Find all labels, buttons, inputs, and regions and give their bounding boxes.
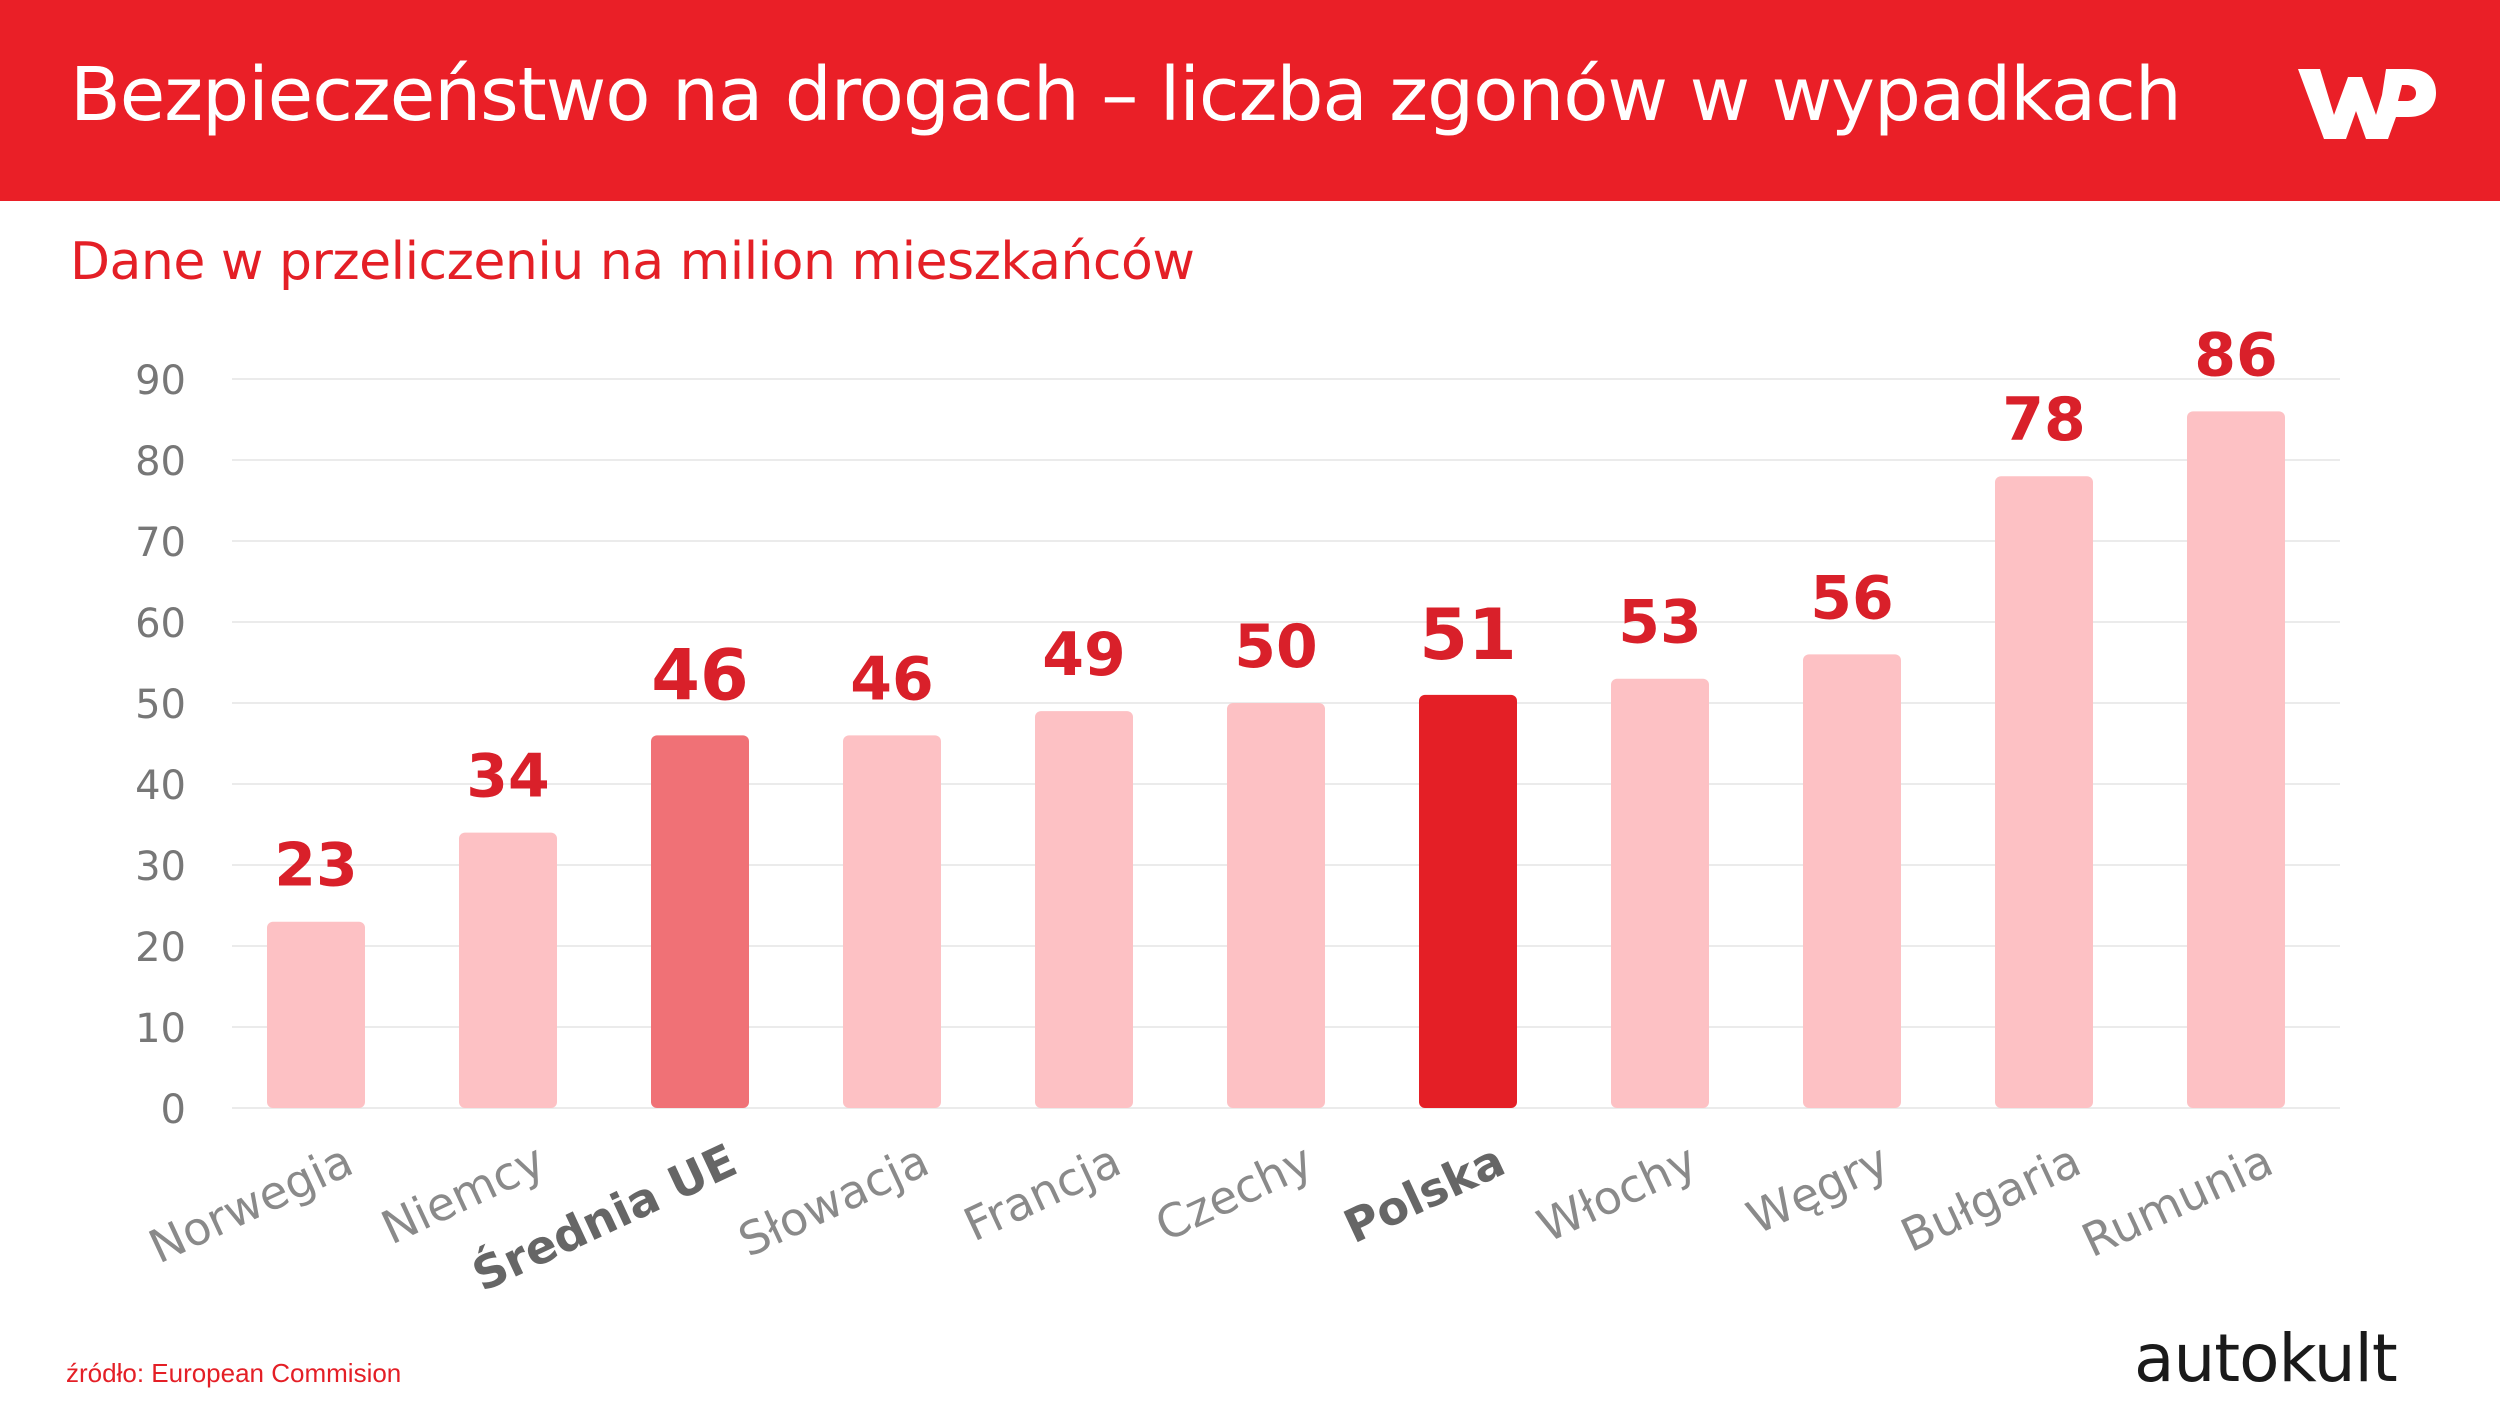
- value-label: 49: [1042, 620, 1126, 690]
- y-tick-label: 30: [135, 844, 186, 890]
- y-tick-label: 70: [135, 520, 186, 566]
- header-banner: Bezpieczeństwo na drogach – liczba zgonó…: [0, 0, 2500, 201]
- value-label: 50: [1234, 612, 1318, 682]
- value-label: 51: [1419, 594, 1516, 676]
- value-label: 56: [1810, 563, 1894, 633]
- y-tick-label: 20: [135, 925, 186, 971]
- bar-chart: 010203040506070809023Norwegia34Niemcy46Ś…: [135, 320, 2340, 1302]
- value-label: 46: [850, 644, 934, 714]
- bar: [651, 735, 749, 1108]
- bar: [1419, 694, 1517, 1108]
- bar: [459, 832, 557, 1108]
- bar: [1227, 703, 1325, 1108]
- y-tick-label: 10: [135, 1006, 186, 1052]
- bar: [1035, 711, 1133, 1108]
- chart-subtitle: Dane w przeliczeniu na milion mieszkańcó…: [70, 232, 1195, 292]
- y-tick-label: 60: [135, 601, 186, 647]
- value-label: 86: [2194, 320, 2278, 390]
- category-label: Francja: [956, 1133, 1129, 1252]
- bar: [1611, 678, 1709, 1108]
- y-tick-label: 80: [135, 439, 186, 485]
- category-label: Włochy: [1529, 1133, 1704, 1253]
- value-label: 23: [274, 831, 358, 901]
- source-note: źródło: European Commision: [66, 1358, 402, 1388]
- y-tick-label: 50: [135, 682, 186, 728]
- category-label: Norwegia: [141, 1133, 361, 1274]
- bar: [843, 735, 941, 1108]
- value-label: 78: [2002, 385, 2086, 455]
- category-label: Słowacja: [730, 1133, 936, 1268]
- category-label: Polska: [1336, 1133, 1513, 1254]
- value-label: 46: [651, 634, 748, 716]
- category-label: Czechy: [1147, 1133, 1320, 1252]
- category-label: Rumunia: [2074, 1133, 2281, 1268]
- bar: [1803, 654, 1901, 1108]
- bar: [267, 921, 365, 1108]
- category-label: Bułgaria: [1893, 1133, 2089, 1263]
- y-tick-label: 0: [161, 1087, 186, 1133]
- wp-logo-icon: [2298, 69, 2436, 139]
- y-tick-label: 90: [135, 358, 186, 404]
- bar: [2187, 411, 2285, 1108]
- bar: [1995, 476, 2093, 1108]
- page-title: Bezpieczeństwo na drogach – liczba zgonó…: [70, 52, 2182, 138]
- value-label: 34: [466, 742, 550, 812]
- brand-wordmark: autokult: [2134, 1320, 2398, 1397]
- category-label: Węgry: [1739, 1133, 1897, 1245]
- value-label: 53: [1618, 588, 1702, 658]
- y-tick-label: 40: [135, 763, 186, 809]
